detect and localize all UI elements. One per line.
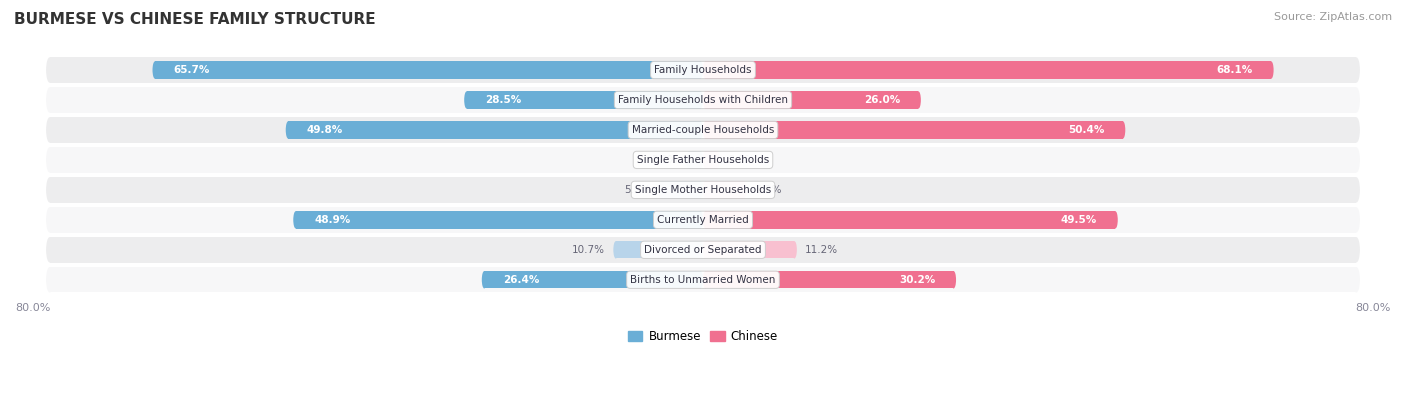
Bar [49,237,1357,263]
Circle shape [699,61,703,79]
Bar [49,267,1357,293]
Circle shape [46,177,53,203]
Circle shape [699,121,703,139]
Circle shape [699,181,703,199]
Bar [288,121,700,139]
Circle shape [482,271,486,288]
Bar [706,271,953,288]
Bar [706,181,744,199]
Circle shape [152,61,157,79]
Circle shape [714,151,720,169]
Circle shape [703,181,707,199]
Circle shape [703,271,707,288]
Text: 48.9%: 48.9% [314,215,350,225]
Bar [467,91,700,109]
Circle shape [699,151,703,169]
Text: BURMESE VS CHINESE FAMILY STRUCTURE: BURMESE VS CHINESE FAMILY STRUCTURE [14,12,375,27]
Bar [295,211,700,229]
Circle shape [703,121,707,139]
Circle shape [464,91,470,109]
Circle shape [699,241,703,258]
Bar [706,61,1271,79]
Circle shape [952,271,956,288]
Text: 49.5%: 49.5% [1060,215,1097,225]
Text: 2.0%: 2.0% [728,155,755,165]
Bar [706,211,1115,229]
Circle shape [46,207,53,233]
Circle shape [699,271,703,288]
Text: Currently Married: Currently Married [657,215,749,225]
Bar [49,207,1357,233]
Circle shape [1353,57,1360,83]
Bar [706,91,918,109]
Circle shape [703,91,707,109]
Text: Family Households with Children: Family Households with Children [619,95,787,105]
Circle shape [1353,237,1360,263]
Circle shape [792,241,797,258]
Circle shape [46,147,53,173]
Text: 11.2%: 11.2% [806,245,838,255]
Circle shape [699,91,703,109]
Circle shape [1353,177,1360,203]
Text: Births to Unmarried Women: Births to Unmarried Women [630,275,776,285]
Circle shape [1353,117,1360,143]
Circle shape [1353,207,1360,233]
Bar [616,241,700,258]
Text: 5.3%: 5.3% [624,185,650,195]
Text: 68.1%: 68.1% [1216,65,1253,75]
Bar [49,117,1357,143]
Text: 2.0%: 2.0% [651,155,678,165]
Text: Married-couple Households: Married-couple Households [631,125,775,135]
Legend: Burmese, Chinese: Burmese, Chinese [624,325,782,348]
Bar [706,151,717,169]
Circle shape [294,211,298,229]
Circle shape [699,211,703,229]
Circle shape [658,181,664,199]
Circle shape [285,121,291,139]
Text: 50.4%: 50.4% [1069,125,1104,135]
Bar [49,57,1357,83]
Circle shape [1353,87,1360,113]
Circle shape [703,61,707,79]
Circle shape [1114,211,1118,229]
Text: Single Father Households: Single Father Households [637,155,769,165]
Circle shape [1121,121,1125,139]
Circle shape [703,151,707,169]
Circle shape [1268,61,1274,79]
Circle shape [703,241,707,258]
Circle shape [46,57,53,83]
Bar [49,177,1357,203]
Text: Source: ZipAtlas.com: Source: ZipAtlas.com [1274,12,1392,22]
Text: 28.5%: 28.5% [485,95,522,105]
Circle shape [915,91,921,109]
Circle shape [46,117,53,143]
Circle shape [742,181,747,199]
Text: 26.4%: 26.4% [503,275,538,285]
Text: 65.7%: 65.7% [173,65,209,75]
Bar [484,271,700,288]
Bar [689,151,700,169]
Bar [706,241,794,258]
Circle shape [46,267,53,293]
Text: 5.2%: 5.2% [755,185,782,195]
Bar [49,147,1357,173]
Bar [155,61,700,79]
Text: 49.8%: 49.8% [307,125,343,135]
Bar [661,181,700,199]
Circle shape [46,87,53,113]
Circle shape [1353,267,1360,293]
Text: 10.7%: 10.7% [572,245,605,255]
Circle shape [686,151,692,169]
Circle shape [703,211,707,229]
Text: Single Mother Households: Single Mother Households [636,185,770,195]
Circle shape [46,237,53,263]
Bar [49,87,1357,113]
Circle shape [1353,147,1360,173]
Bar [706,121,1123,139]
Text: 26.0%: 26.0% [863,95,900,105]
Text: Family Households: Family Households [654,65,752,75]
Text: Divorced or Separated: Divorced or Separated [644,245,762,255]
Circle shape [613,241,619,258]
Text: 30.2%: 30.2% [898,275,935,285]
